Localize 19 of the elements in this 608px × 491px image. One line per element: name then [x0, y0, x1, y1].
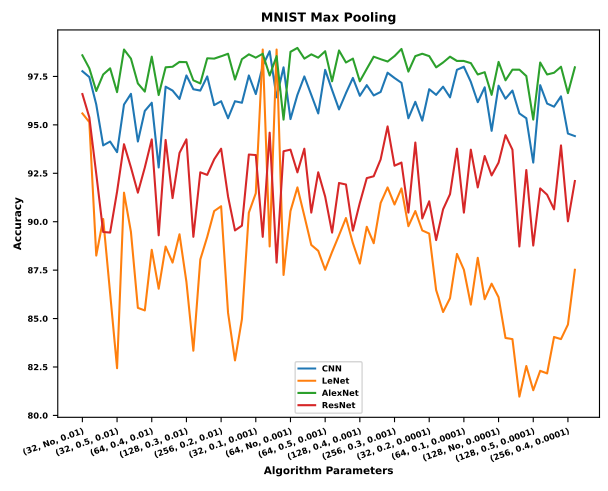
y-tick-label: 92.5	[28, 170, 48, 177]
line-series	[81, 93, 576, 264]
line-series	[81, 50, 576, 169]
legend-label: AlexNet	[322, 390, 359, 396]
y-axis-title: Accuracy	[13, 197, 24, 250]
y-tick-label: 87.5	[28, 267, 48, 274]
chart-title: MNIST Max Pooling	[262, 12, 396, 24]
y-tick-label: 97.5	[28, 73, 48, 80]
legend-label: ResNet	[322, 402, 356, 408]
y-tick-label: 95.0	[28, 122, 48, 128]
x-axis-title: Algorithm Parameters	[264, 466, 393, 476]
line-series	[81, 48, 576, 398]
y-tick-label: 90.0	[28, 218, 48, 225]
line-series	[81, 46, 576, 121]
y-tick-label: 85.0	[28, 316, 48, 322]
legend-label: CNN	[322, 365, 342, 372]
y-tick-label: 80.0	[28, 412, 48, 419]
y-tick-label: 82.5	[28, 364, 48, 370]
legend-label: LeNet	[322, 378, 350, 384]
